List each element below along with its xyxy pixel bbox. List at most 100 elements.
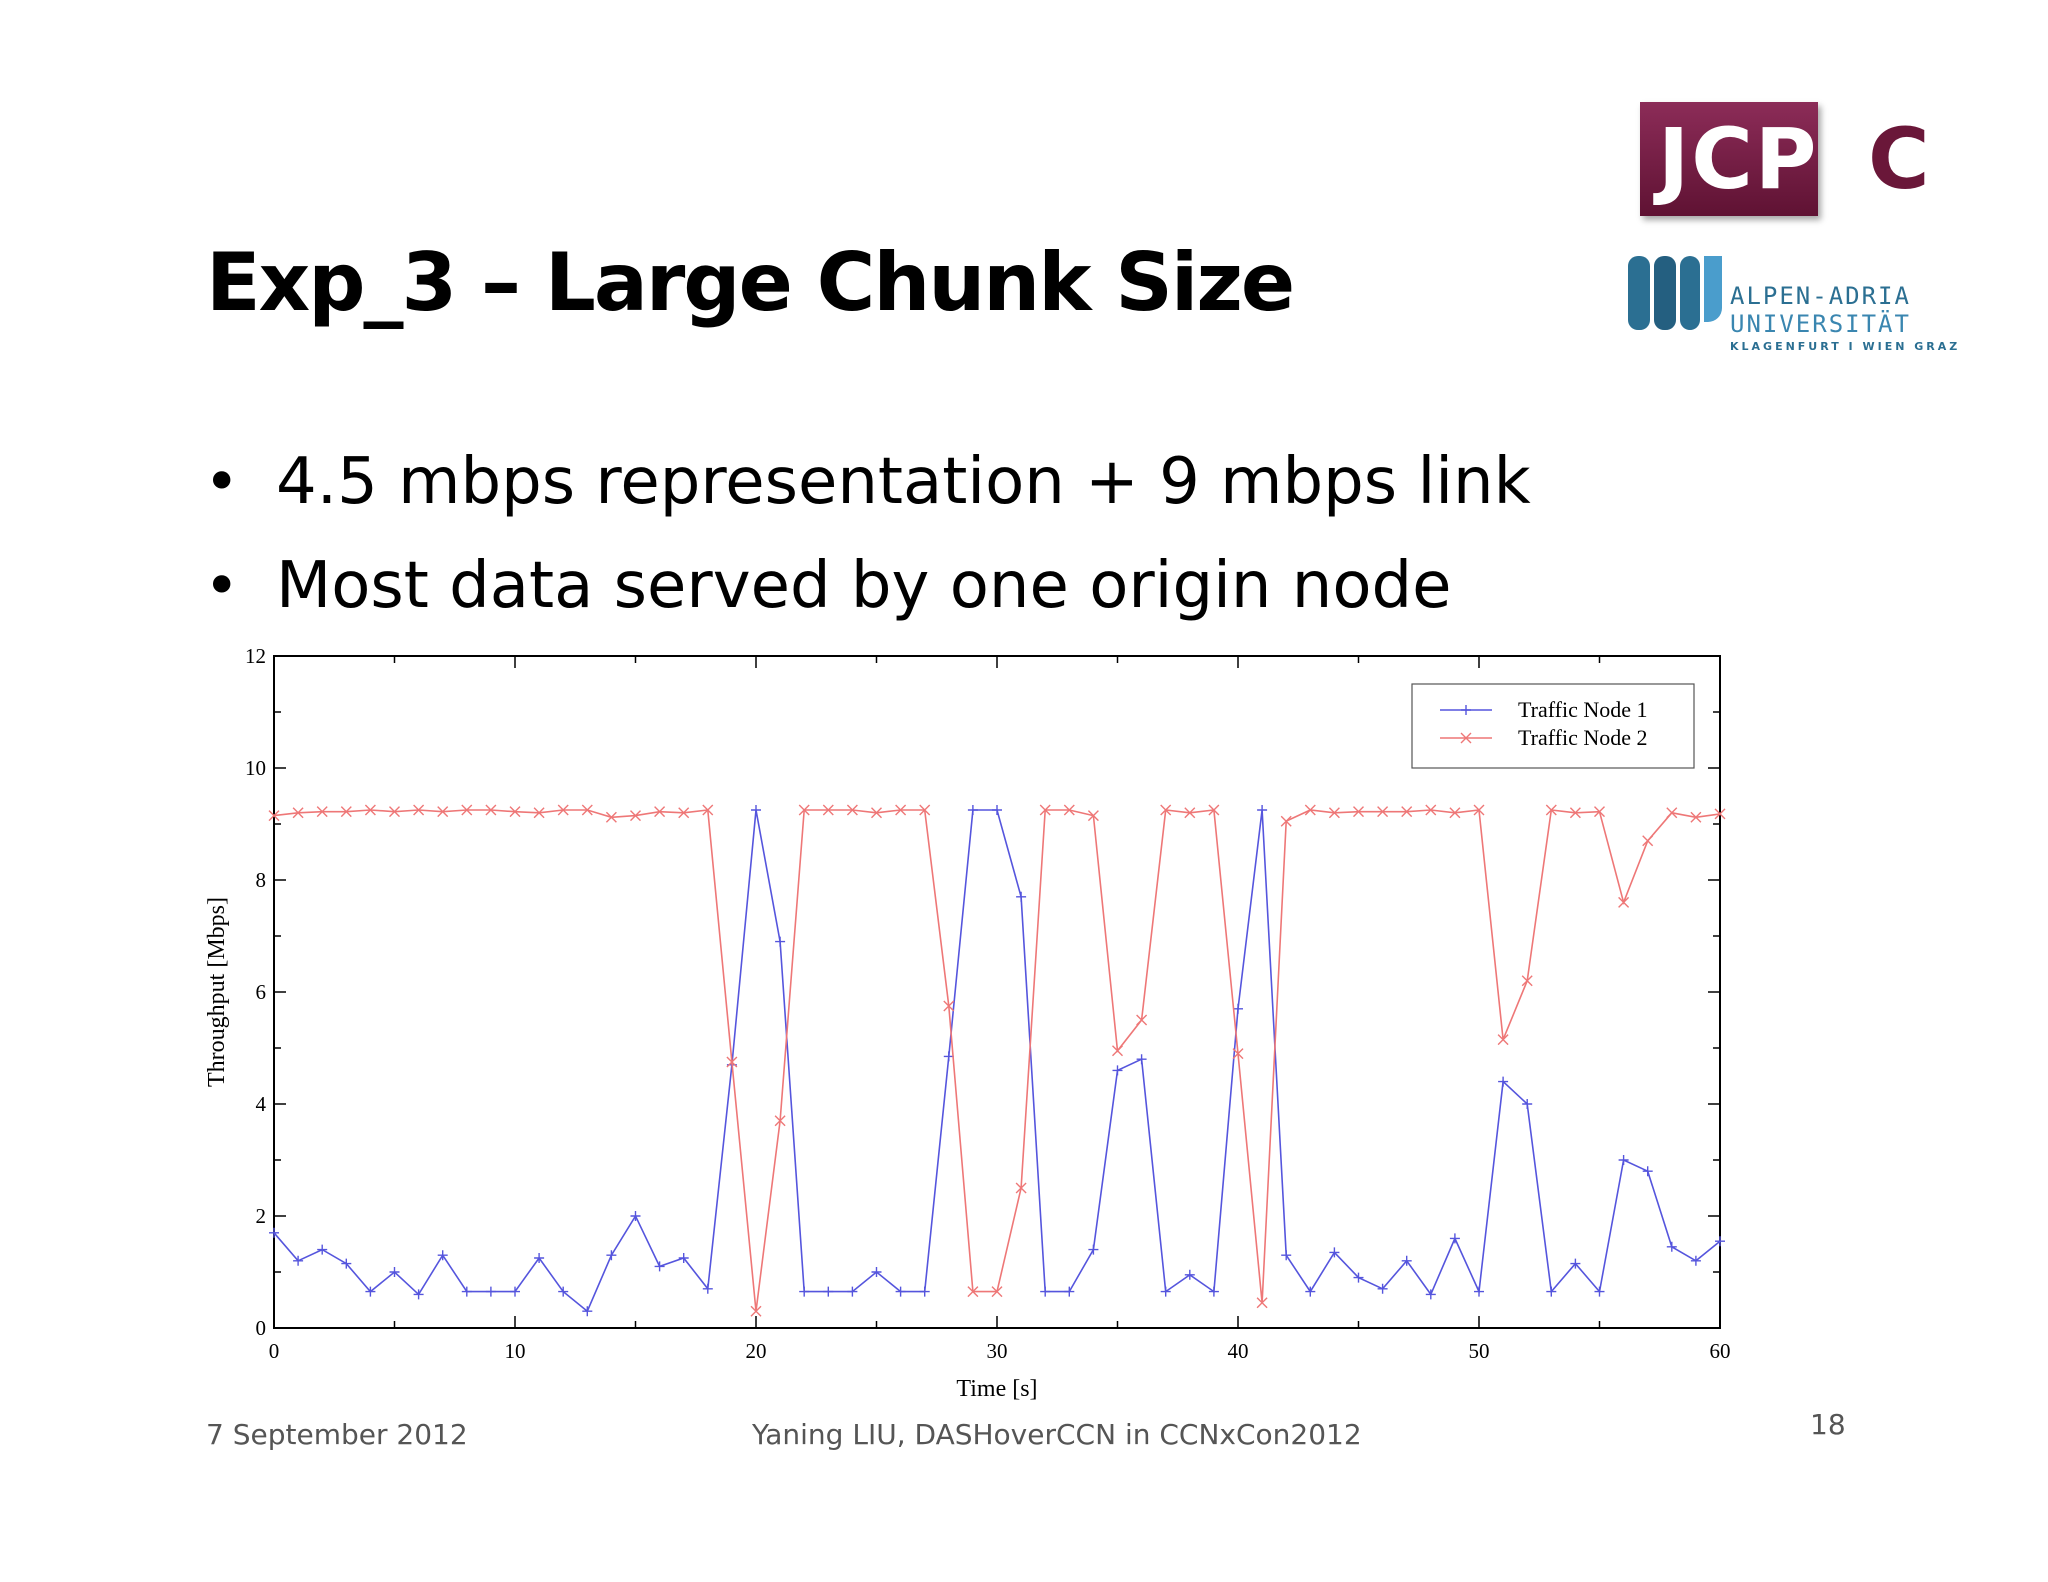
data-point — [485, 1286, 496, 1297]
data-point — [775, 936, 786, 947]
data-point — [702, 1283, 713, 1294]
series-line — [273, 809, 1721, 1313]
series-layer — [268, 804, 1726, 1317]
data-point — [1064, 1286, 1075, 1297]
data-point — [557, 804, 569, 816]
data-point — [1160, 804, 1172, 816]
data-point — [1642, 835, 1654, 847]
data-point — [461, 804, 473, 816]
data-point — [1425, 1289, 1436, 1300]
y-tick-label: 4 — [256, 1092, 267, 1116]
data-point — [1305, 1286, 1316, 1297]
data-point — [437, 1250, 448, 1261]
data-point — [943, 1051, 954, 1062]
y-tick-label: 2 — [256, 1204, 267, 1228]
data-point — [582, 1306, 593, 1317]
data-point — [919, 804, 931, 816]
data-point — [534, 1253, 545, 1263]
data-point — [1233, 1003, 1243, 1014]
data-point — [822, 804, 834, 816]
data-point — [1594, 806, 1605, 818]
y-axis-label: Throughput [Mbps] — [204, 897, 230, 1087]
x-tick-label: 20 — [746, 1339, 767, 1363]
data-point — [1087, 810, 1099, 822]
data-point — [1666, 807, 1678, 819]
data-point — [365, 1286, 376, 1297]
series-1 — [269, 805, 1725, 1317]
data-point — [991, 1286, 1003, 1298]
data-point — [847, 1286, 858, 1297]
data-point — [1256, 1297, 1268, 1309]
university-logo-line2: UNIVERSITÄT — [1730, 310, 1911, 338]
data-point — [1039, 804, 1051, 816]
data-point — [1088, 1244, 1099, 1255]
data-point — [581, 804, 593, 816]
data-point — [1474, 1286, 1484, 1297]
x-tick-label: 10 — [505, 1339, 526, 1363]
data-point — [774, 1115, 786, 1127]
data-point — [1184, 807, 1196, 819]
x-tick-label: 40 — [1228, 1339, 1249, 1363]
data-point — [461, 1286, 472, 1297]
page-number: 18 — [1810, 1408, 1846, 1441]
data-point — [1353, 806, 1364, 818]
data-point — [1208, 804, 1220, 816]
jcpc-logo-trailing-text: C — [1868, 110, 1932, 208]
bullet-dot-icon: • — [204, 551, 240, 621]
data-point — [871, 807, 882, 819]
data-point — [485, 804, 497, 816]
bullet-text: Most data served by one origin node — [276, 549, 1452, 623]
data-point — [1040, 1286, 1051, 1297]
jcpc-logo-boxed-text: JCP — [1658, 110, 1819, 208]
legend-label: Traffic Node 1 — [1518, 697, 1648, 722]
data-point — [292, 807, 304, 819]
data-point — [678, 807, 690, 819]
data-point — [750, 1305, 762, 1317]
data-point — [1016, 891, 1027, 902]
y-tick-label: 6 — [256, 980, 267, 1004]
data-point — [1329, 1247, 1340, 1258]
y-tick-label: 8 — [256, 868, 267, 892]
bullet-item: • Most data served by one origin node — [200, 534, 1531, 638]
data-point — [1618, 896, 1630, 908]
data-point — [1280, 815, 1292, 827]
data-point — [871, 1267, 882, 1277]
data-point — [533, 807, 545, 819]
data-point — [510, 1286, 520, 1297]
data-point — [702, 804, 714, 816]
data-point — [293, 1255, 304, 1266]
data-point — [1570, 1258, 1581, 1269]
data-point — [268, 810, 280, 822]
data-point — [269, 1227, 279, 1238]
data-point — [1136, 1054, 1147, 1065]
x-tick-label: 60 — [1710, 1339, 1731, 1363]
data-point — [1449, 1233, 1460, 1244]
data-point — [654, 806, 666, 818]
bullet-text: 4.5 mbps representation + 9 mbps link — [276, 445, 1531, 519]
data-point — [389, 1267, 400, 1277]
x-tick-label: 30 — [987, 1339, 1008, 1363]
data-point — [967, 805, 978, 815]
data-point — [1160, 1286, 1171, 1297]
data-point — [413, 1289, 424, 1300]
data-point — [895, 1286, 906, 1297]
data-point — [317, 1244, 328, 1255]
data-point — [1208, 1286, 1219, 1297]
data-point — [437, 806, 449, 818]
data-point — [1546, 1286, 1557, 1297]
data-point — [1015, 1182, 1027, 1194]
data-point — [1112, 1065, 1123, 1076]
data-point — [992, 805, 1002, 815]
data-point — [846, 804, 858, 816]
data-point — [1401, 1255, 1412, 1266]
bullet-dot-icon: • — [204, 447, 240, 517]
data-point — [1618, 1155, 1629, 1165]
data-point — [1497, 1034, 1509, 1046]
data-point — [1353, 1272, 1364, 1283]
bullet-item: • 4.5 mbps representation + 9 mbps link — [200, 430, 1531, 534]
data-point — [1401, 806, 1413, 818]
data-point — [1257, 805, 1268, 815]
legend-marker-icon — [1460, 732, 1472, 744]
x-axis-label: Time [s] — [956, 1376, 1037, 1402]
data-point — [1449, 807, 1461, 819]
